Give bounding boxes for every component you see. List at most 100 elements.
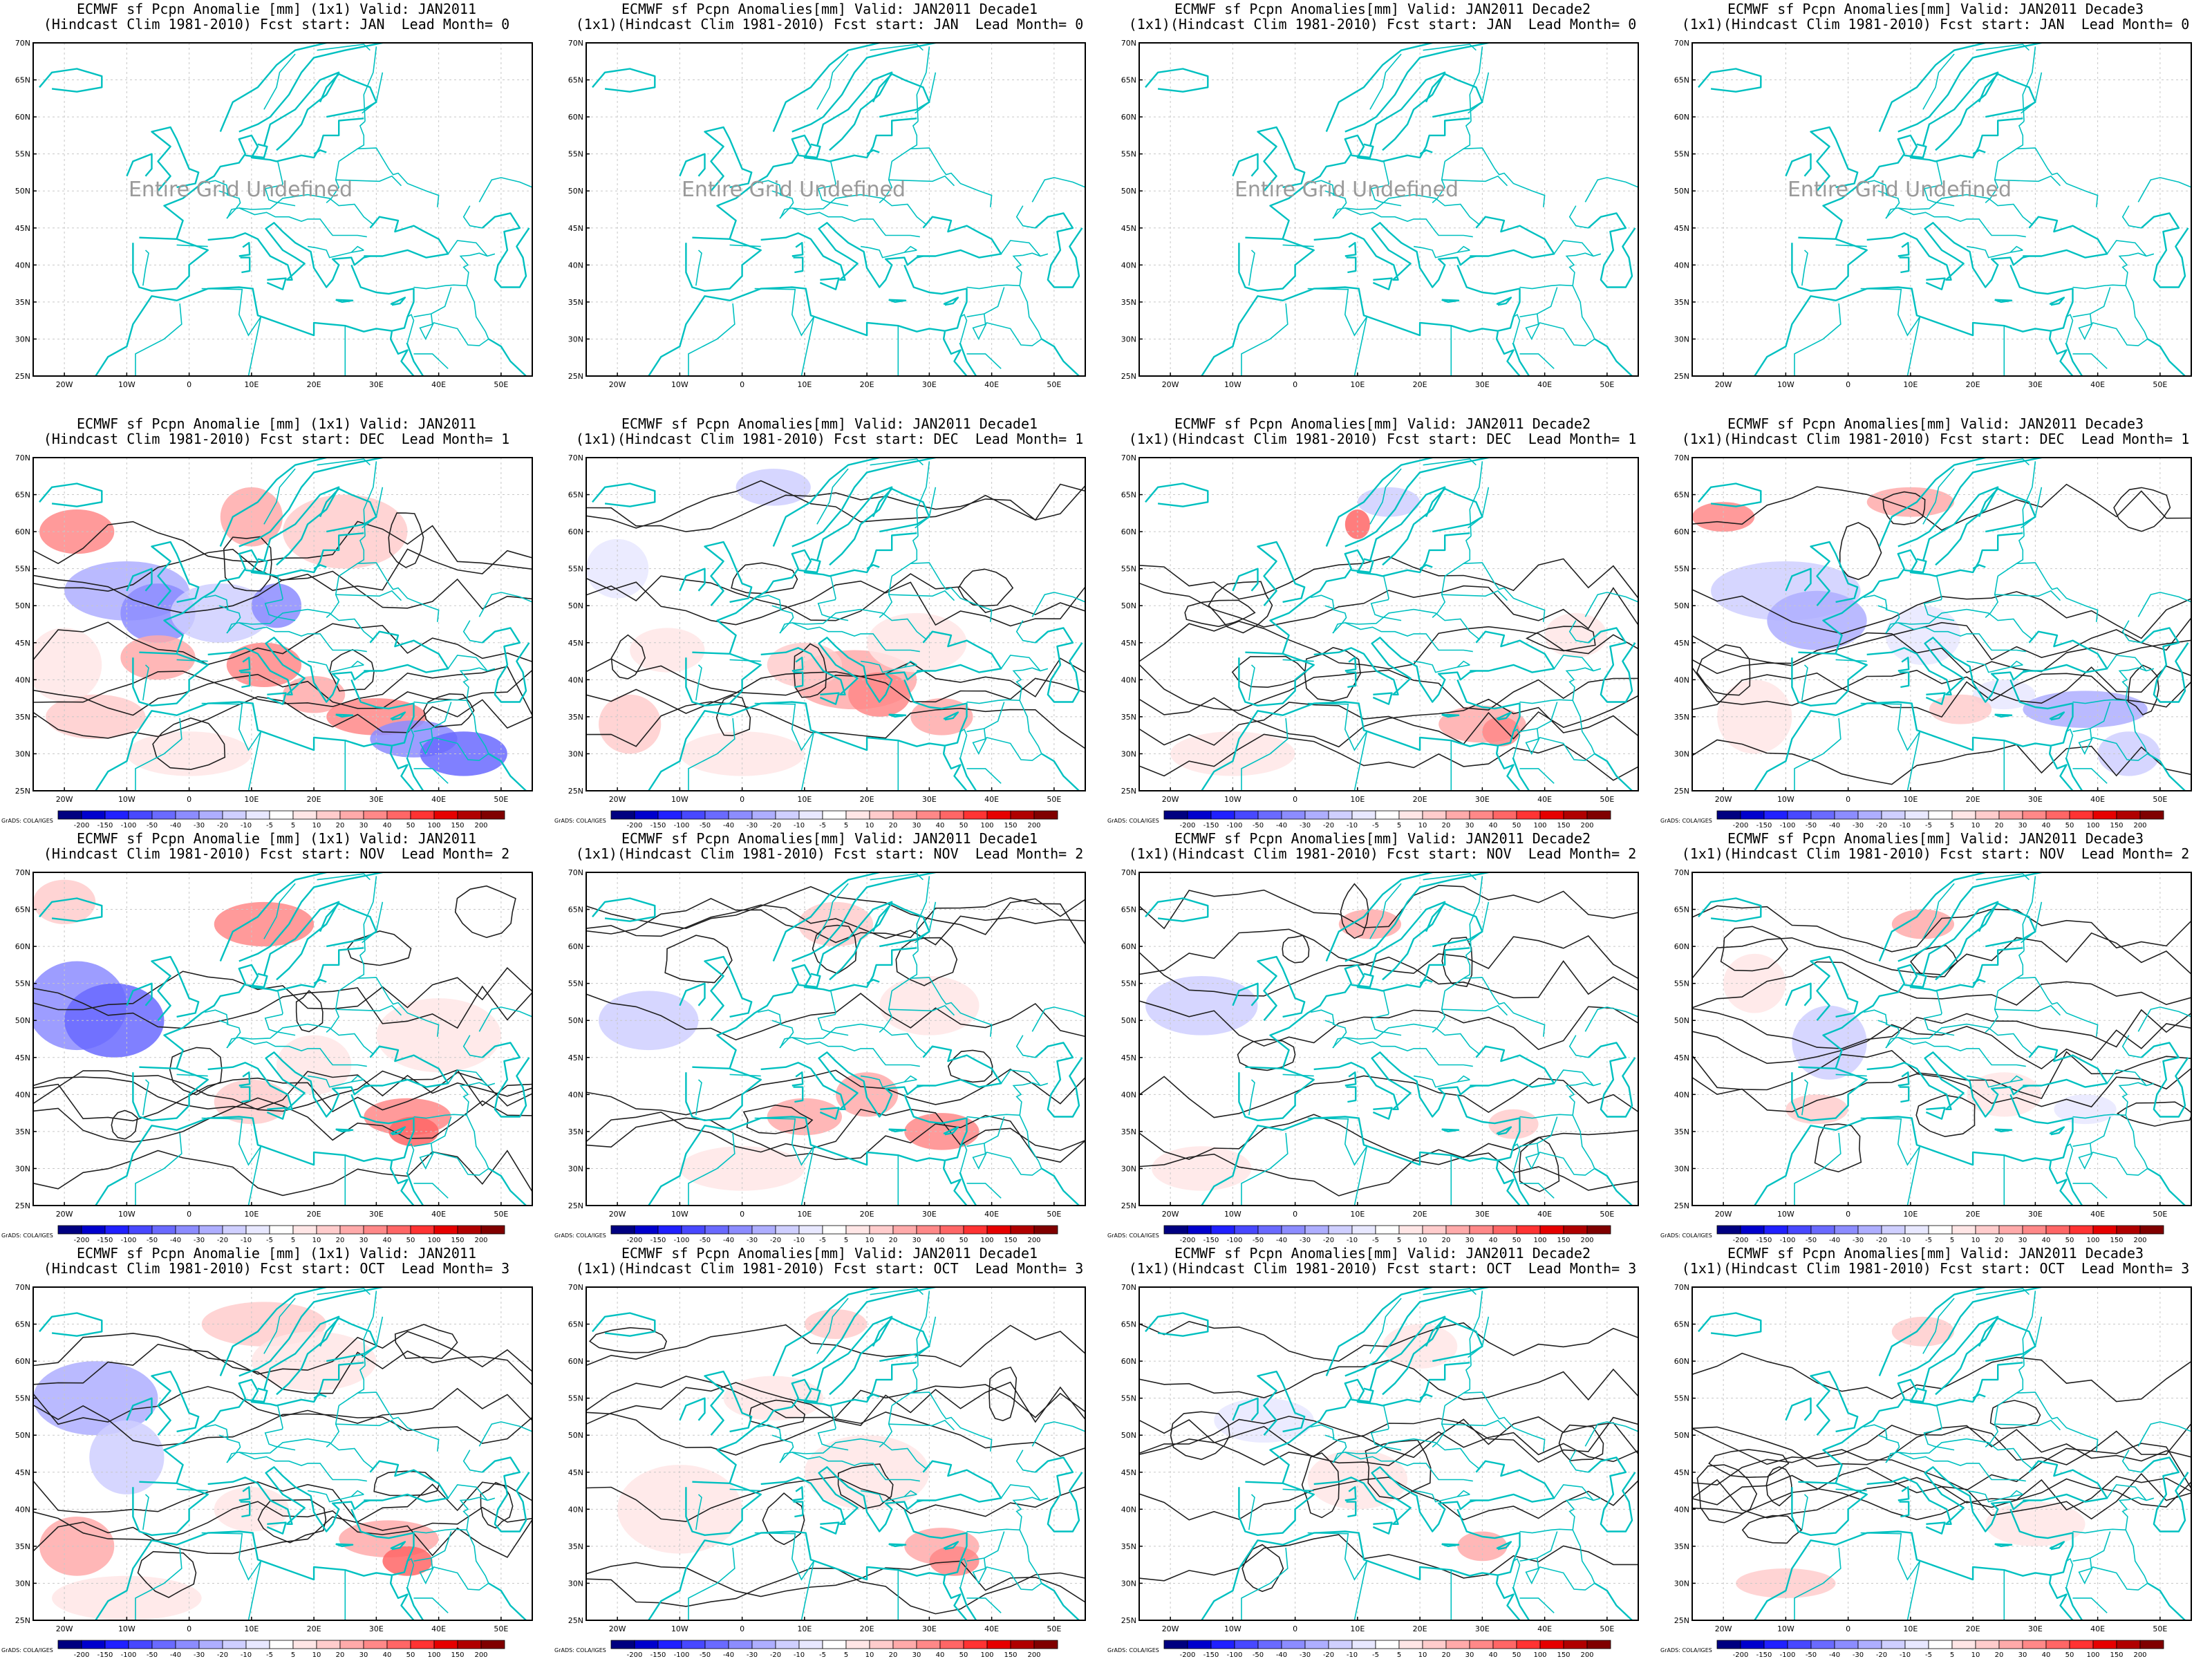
lon-tick-label: 20W [56,795,73,804]
coastline [1594,1582,1633,1620]
colorbar-level-label: 40 [1489,1651,1498,1659]
country-border [317,873,371,881]
colorbar-swatch [457,1640,482,1649]
country-border [972,1143,1042,1176]
colorbar-swatch [1328,1640,1353,1649]
coastline [266,1521,287,1535]
country-border [1860,288,1921,376]
lon-tick-label: 10E [244,795,259,804]
lon-tick-label: 40E [984,795,999,804]
colorbar-level-label: -30 [1853,1237,1864,1244]
colorbar-level-label: 50 [959,1651,968,1659]
lon-tick-label: 30E [369,1210,384,1219]
country-border [1519,1082,1602,1119]
country-border [1897,1023,2034,1056]
lon-tick-label: 20W [609,795,626,804]
coastline [1470,216,1555,259]
coastline [1897,1486,1910,1501]
contour-line [1708,1449,1790,1479]
country-border [1922,53,1955,110]
coastline [1785,568,1812,592]
coastline [2065,342,2083,376]
colorbar-level-label: -50 [1806,1237,1817,1244]
country-border [1332,1438,1347,1463]
colorbar-level-label: 20 [1995,822,2004,830]
country-border [817,991,849,1036]
country-border [1282,1488,1314,1492]
country-border [1568,620,1588,644]
country-border [1423,873,1477,881]
colorbar-swatch [916,1225,941,1235]
colorbar-level-label: -5 [1925,822,1932,830]
coastline [2141,627,2189,703]
coastline [1201,264,1521,376]
country-border [205,594,229,610]
colorbar-swatch [2092,810,2117,820]
coastline [1351,558,1374,574]
country-border [1923,161,1955,207]
lat-tick-label: 40N [1121,261,1136,270]
contour-line [169,1047,223,1096]
colorbar-swatch [1422,1640,1447,1649]
colorbar-level-label: -100 [674,822,690,830]
colorbar-swatch [1586,1640,1611,1649]
lon-tick-label: 10W [1777,380,1794,389]
colorbar-level-label: 200 [1580,1651,1593,1659]
coastline [319,487,377,533]
colorbar-swatch [704,1640,729,1649]
country-border [1994,590,2061,601]
lat-tick-label: 50N [568,187,583,196]
lat-tick-label: 25N [15,1616,30,1625]
anomaly-region [1214,1398,1314,1443]
colorbar-swatch [1375,1640,1400,1649]
coastline [364,216,449,259]
grads-credit: GrADS: COLA/IGES [1107,1647,1159,1653]
lon-tick-label: 30E [1475,795,1490,804]
country-border [2016,562,2099,622]
map-panel: ECMWF sf Pcpn Anomalie [mm] (1x1) Valid:… [0,830,553,1244]
lon-tick-label: 20W [1162,1210,1179,1219]
country-border [903,245,917,253]
lat-tick-label: 35N [15,1542,30,1551]
country-border [1519,702,1558,733]
coastline [648,1508,968,1620]
country-border [1015,205,1035,229]
coastline [1344,242,1357,257]
coastline [1791,651,1868,706]
colorbar-swatch [1445,1640,1470,1649]
lat-tick-label: 55N [1674,980,1689,988]
lon-tick-label: 20W [1715,380,1732,389]
contour-line [1915,1094,1976,1138]
country-border [966,287,1005,318]
lat-tick-label: 40N [1674,1090,1689,1099]
grads-credit: GrADS: COLA/IGES [1660,1647,1712,1653]
panel-title-line2: (Hindcast Clim 1981-2010) Fcst start: OC… [43,1260,510,1277]
country-border [2078,1557,2148,1591]
country-border [406,1143,415,1173]
country-border [1432,161,1446,203]
country-border [779,608,794,634]
coastline [1588,627,1636,703]
colorbar-swatch [457,810,482,820]
lat-tick-label: 35N [1121,713,1136,722]
lon-tick-label: 50E [2153,380,2167,389]
country-border [688,1547,735,1620]
anomaly-region [2054,1094,2117,1125]
coastline [772,458,937,547]
coastline [1904,1387,1927,1403]
colorbar-swatch [1010,1225,1035,1235]
lon-tick-label: 30E [922,1210,937,1219]
coastline [238,1486,251,1501]
country-border [447,240,488,257]
country-border [264,161,296,207]
coastline [1822,947,2023,1069]
contour-line [1692,1067,2191,1113]
country-border [729,1488,761,1492]
country-border [1000,240,1041,257]
lat-tick-label: 50N [568,1016,583,1025]
country-border [1519,1597,1555,1613]
country-border [729,659,761,662]
panel-title-line2: (1x1)(Hindcast Clim 1981-2010) Fcst star… [575,431,1084,447]
country-border [1423,1288,1477,1295]
